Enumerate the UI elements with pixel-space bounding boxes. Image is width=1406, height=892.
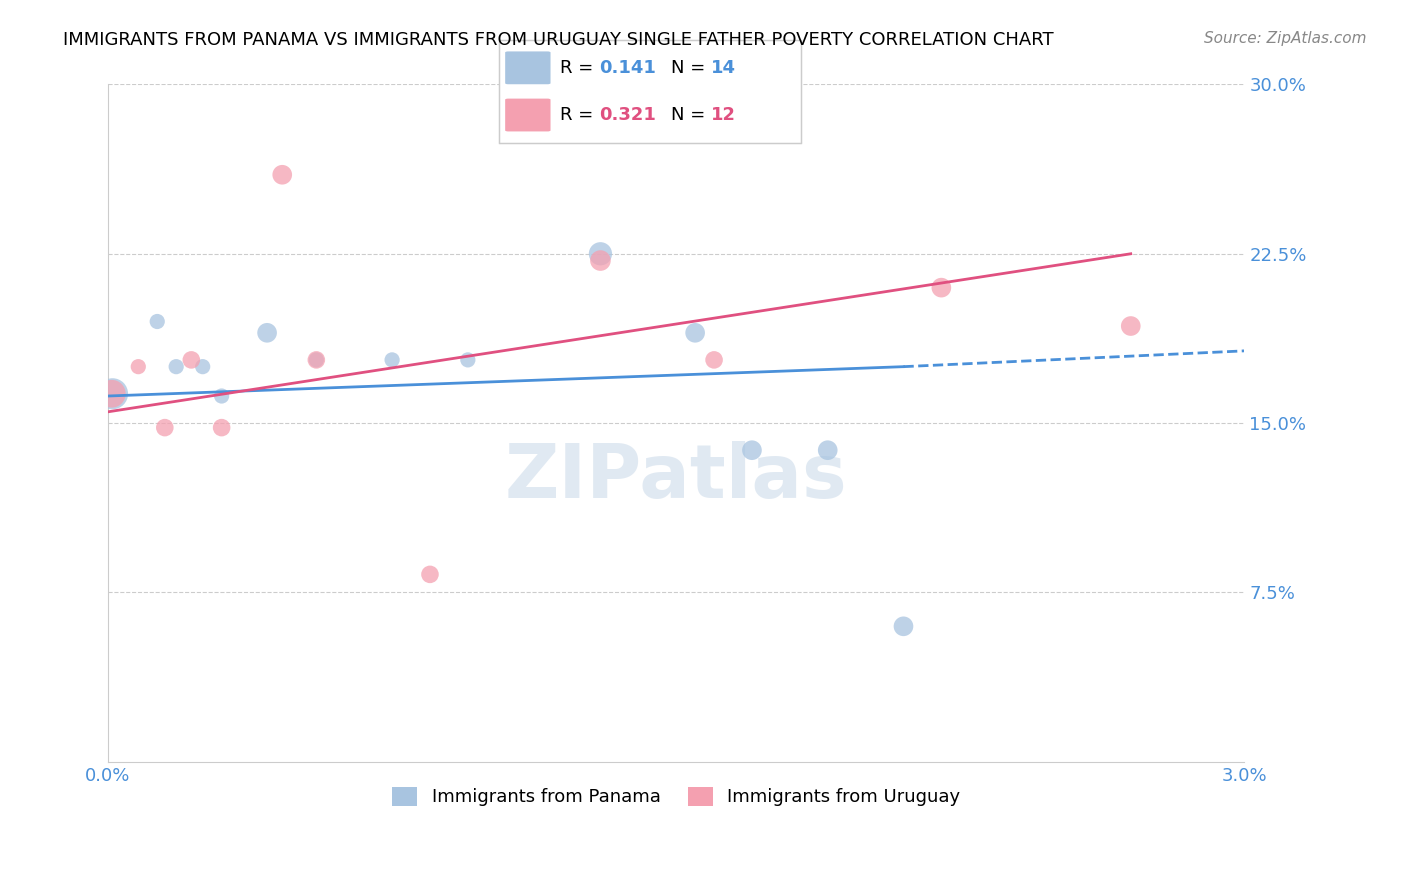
Point xyxy=(191,359,214,374)
Point xyxy=(741,443,763,458)
Text: IMMIGRANTS FROM PANAMA VS IMMIGRANTS FROM URUGUAY SINGLE FATHER POVERTY CORRELAT: IMMIGRANTS FROM PANAMA VS IMMIGRANTS FRO… xyxy=(63,31,1054,49)
Text: R =: R = xyxy=(560,106,599,124)
Point xyxy=(589,253,612,268)
Point xyxy=(165,359,187,374)
Text: Source: ZipAtlas.com: Source: ZipAtlas.com xyxy=(1204,31,1367,46)
Point xyxy=(817,443,839,458)
Point xyxy=(305,352,328,367)
Point xyxy=(703,352,725,367)
Text: ZIPatlas: ZIPatlas xyxy=(505,441,848,514)
Point xyxy=(589,246,612,260)
Legend: Immigrants from Panama, Immigrants from Uruguay: Immigrants from Panama, Immigrants from … xyxy=(385,780,967,814)
Point xyxy=(381,352,404,367)
Point xyxy=(893,619,915,633)
FancyBboxPatch shape xyxy=(505,52,551,84)
Point xyxy=(127,359,149,374)
Point xyxy=(683,326,706,340)
Point xyxy=(211,389,233,403)
Point xyxy=(305,352,328,367)
Point xyxy=(100,386,122,401)
Point xyxy=(146,314,169,328)
Text: N =: N = xyxy=(672,106,711,124)
Text: 0.141: 0.141 xyxy=(599,59,655,77)
Point xyxy=(271,168,294,182)
Text: R =: R = xyxy=(560,59,599,77)
Point xyxy=(256,326,278,340)
Text: N =: N = xyxy=(672,59,711,77)
Point xyxy=(180,352,202,367)
Text: 14: 14 xyxy=(710,59,735,77)
Point xyxy=(931,280,953,294)
Point xyxy=(457,352,479,367)
Point xyxy=(153,420,176,434)
Point xyxy=(101,386,124,401)
Point xyxy=(211,420,233,434)
Point xyxy=(1119,318,1142,333)
Point xyxy=(419,567,441,582)
Text: 0.321: 0.321 xyxy=(599,106,655,124)
Text: 12: 12 xyxy=(710,106,735,124)
FancyBboxPatch shape xyxy=(505,99,551,131)
